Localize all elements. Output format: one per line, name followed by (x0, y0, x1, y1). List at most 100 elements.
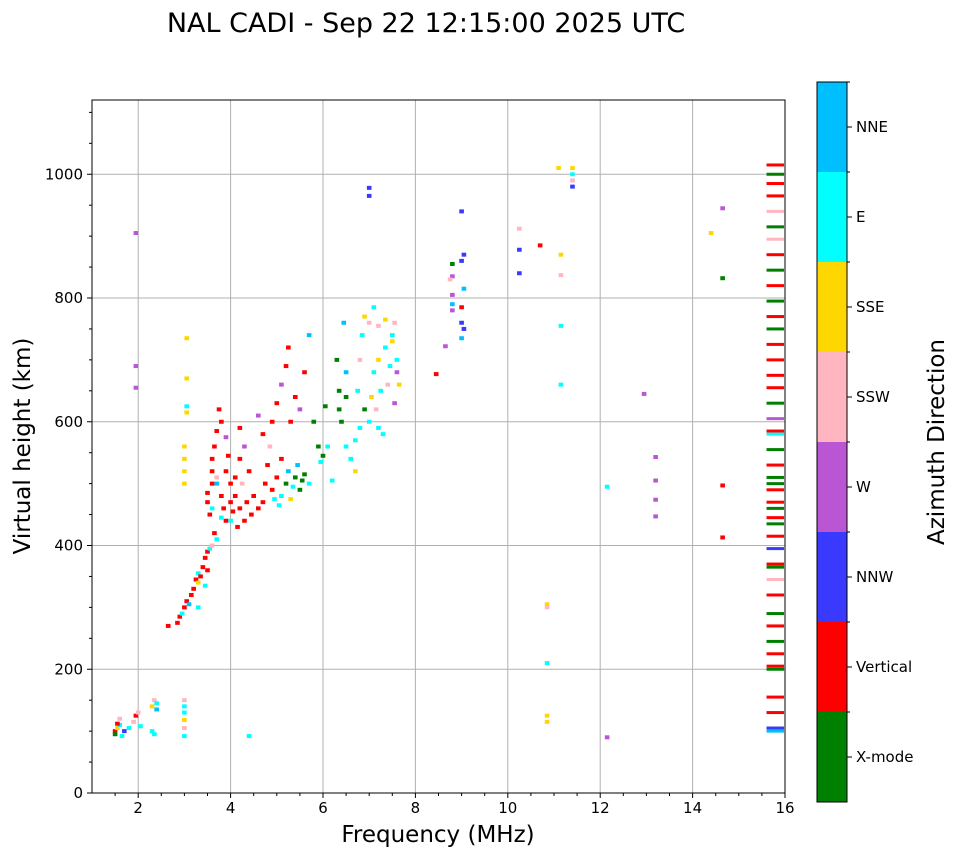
edge-column-point-vertical (766, 562, 784, 566)
data-point-x-mode (316, 444, 321, 449)
edge-column-point-w (766, 417, 784, 421)
data-point-e (355, 388, 360, 393)
edge-column-point-x-mode (766, 327, 784, 331)
data-point-e (207, 546, 213, 551)
data-point-x-mode (302, 472, 307, 477)
edge-column-point-vertical (766, 624, 784, 628)
data-point-vertical (286, 345, 291, 350)
data-point-vertical (205, 490, 210, 495)
data-point-vertical (184, 599, 190, 604)
data-point-nne (286, 469, 291, 474)
data-point-e (182, 734, 187, 739)
colorbar-label-vertical: Vertical (856, 658, 912, 676)
edge-column-point-vertical (766, 284, 784, 288)
data-point-vertical (202, 555, 208, 560)
data-point-vertical (260, 432, 266, 437)
data-point-sse (556, 166, 561, 171)
edge-column-point-vertical (766, 342, 784, 346)
colorbar: X-mode Vertical NNW W SSW SSE E NNE (816, 81, 913, 803)
data-point-vertical (262, 481, 268, 486)
data-point-e (343, 444, 349, 449)
data-point-e (371, 370, 377, 375)
plot-frame (91, 99, 786, 794)
data-point-ssw (392, 320, 397, 325)
data-point-e (138, 724, 143, 729)
data-point-nne (459, 336, 464, 341)
data-point-vertical (225, 453, 231, 458)
edge-column-point-vertical (766, 163, 784, 167)
data-point-vertical (200, 565, 206, 570)
data-point-vertical (221, 506, 226, 511)
data-point-e (290, 484, 296, 489)
data-point-ssw (131, 719, 136, 724)
edge-column-point-vertical (766, 182, 784, 186)
data-point-x-mode (339, 419, 344, 424)
colorbar-label-ssw: SSW (856, 388, 890, 406)
data-point-ssw (376, 323, 381, 328)
data-point-w (604, 735, 610, 740)
edge-column-point-vertical (766, 429, 784, 433)
data-point-vertical (214, 429, 220, 434)
data-point-vertical (720, 483, 725, 488)
edge-column-point-nnw (766, 726, 784, 730)
x-tick-label: 16 (775, 799, 794, 817)
data-point-ssw (570, 178, 575, 183)
data-point-x-mode (112, 732, 118, 737)
data-point-e (570, 172, 575, 177)
data-point-nne (306, 333, 312, 338)
data-point-vertical (216, 407, 222, 412)
data-point-e (195, 605, 201, 610)
data-point-e (228, 518, 233, 523)
data-point-w (653, 514, 658, 519)
data-point-w (394, 370, 400, 375)
edge-column-point-vertical (766, 652, 784, 656)
data-point-vertical (720, 535, 725, 540)
edge-column-point-x-mode (766, 475, 784, 479)
edge-column-point-x-mode (766, 401, 784, 405)
x-tick-label: 10 (498, 799, 517, 817)
edge-column-point-ssw (766, 237, 784, 241)
edge-column-point-vertical (766, 500, 784, 504)
data-point-vertical (242, 518, 247, 523)
x-tick-label: 8 (411, 799, 421, 817)
data-point-vertical (283, 364, 289, 369)
colorbar-label: Azimuth Direction (924, 339, 950, 545)
data-point-vertical (246, 469, 252, 474)
edge-column-point-vertical (766, 711, 784, 715)
data-point-x-mode (320, 453, 326, 458)
data-point-nnw (122, 729, 127, 734)
data-point-nnw (570, 184, 575, 189)
data-point-w (297, 407, 303, 412)
data-point-vertical (274, 401, 280, 406)
data-point-sse (288, 497, 293, 502)
data-point-vertical (223, 518, 229, 523)
data-point-vertical (193, 577, 199, 582)
data-point-vertical (237, 425, 243, 430)
colorbar-label-e: E (856, 208, 865, 226)
data-point-x-mode (297, 487, 303, 492)
data-point-vertical (133, 713, 139, 718)
edge-column-point-vertical (766, 315, 784, 319)
data-point-vertical (433, 372, 439, 377)
data-point-w (133, 385, 139, 390)
data-point-vertical (165, 623, 171, 628)
y-tick-label: 800 (54, 289, 83, 307)
edge-column-point-x-mode (766, 225, 784, 229)
data-point-vertical (288, 419, 293, 424)
colorbar-label-w: W (856, 478, 871, 496)
data-point-w (653, 497, 658, 502)
data-point-w (443, 344, 448, 349)
data-point-nnw (461, 326, 467, 331)
data-point-ssw (357, 357, 363, 362)
data-point-nne (295, 463, 300, 468)
data-points (112, 163, 784, 740)
data-point-vertical (230, 509, 236, 514)
data-point-vertical (265, 463, 270, 468)
data-point-vertical (232, 475, 238, 480)
colorbar-segment-nne (817, 82, 847, 172)
data-point-ssw (366, 320, 372, 325)
data-point-e (544, 661, 550, 666)
data-point-sse (544, 713, 550, 718)
data-point-vertical (249, 512, 254, 517)
data-point-nnw (459, 258, 464, 263)
